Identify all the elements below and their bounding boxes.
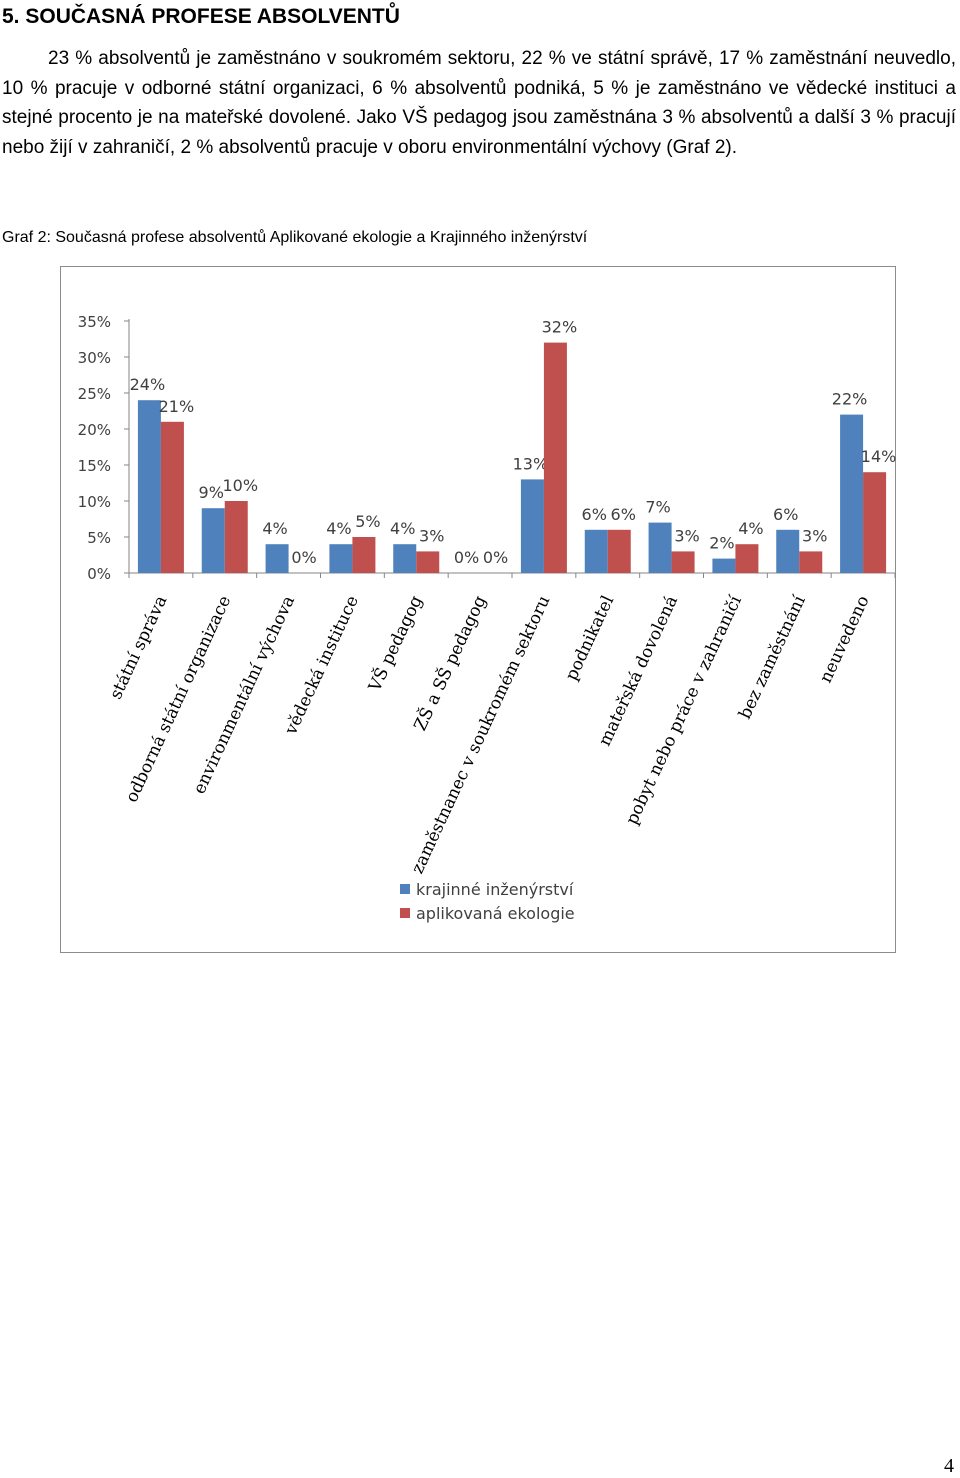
data-label: 6%: [582, 505, 607, 524]
data-label: 24%: [130, 375, 166, 394]
y-tick-label: 30%: [78, 349, 111, 367]
bar-aplikovana: [352, 537, 376, 573]
data-label: 4%: [326, 519, 351, 538]
data-label: 4%: [738, 519, 763, 538]
bar-aplikovana: [671, 551, 695, 573]
data-label: 5%: [355, 512, 380, 531]
data-label: 22%: [832, 390, 868, 409]
bar-aplikovana: [735, 544, 759, 573]
y-tick-label: 5%: [87, 529, 111, 547]
data-label: 4%: [262, 519, 287, 538]
bar-krajinne: [201, 508, 225, 573]
y-tick-label: 0%: [87, 565, 111, 583]
bar-aplikovana: [160, 421, 184, 573]
bar-aplikovana: [607, 529, 631, 573]
data-label: 0%: [483, 548, 508, 567]
bar-krajinne: [137, 400, 161, 573]
x-category-label: VŠ pedagog: [364, 592, 427, 695]
x-category-label: ZŠ a SŠ pedagog: [410, 592, 491, 734]
x-category-label: podnikatel: [562, 593, 619, 684]
data-label: 10%: [222, 476, 258, 495]
legend-label: krajinné inženýrství: [416, 880, 574, 899]
page-number: 4: [944, 1455, 954, 1477]
section-heading: 5. SOUČASNÁ PROFESE ABSOLVENTŮ: [2, 5, 400, 28]
bar-krajinne: [393, 544, 417, 573]
bar-aplikovana: [543, 342, 567, 573]
bar-krajinne: [712, 558, 736, 573]
bar-aplikovana: [863, 472, 887, 573]
data-label: 7%: [645, 498, 670, 517]
data-label: 3%: [802, 526, 827, 545]
data-label: 14%: [861, 447, 897, 466]
y-tick-label: 35%: [78, 313, 111, 331]
bar-krajinne: [329, 544, 353, 573]
data-label: 3%: [674, 526, 699, 545]
data-label: 6%: [773, 505, 798, 524]
x-category-label: pobyt nebo práce v zahraničí: [622, 592, 746, 828]
bar-krajinne: [648, 522, 672, 573]
legend-label: aplikovaná ekologie: [416, 904, 575, 923]
data-label: 4%: [390, 519, 415, 538]
data-label: 3%: [419, 526, 444, 545]
data-label: 6%: [611, 505, 636, 524]
x-category-label: zaměstnanec v soukromém sektoru: [408, 593, 555, 877]
x-category-label: bez zaměstnání: [735, 592, 810, 722]
bar-krajinne: [584, 529, 608, 573]
data-label: 9%: [199, 483, 224, 502]
chart-caption: Graf 2: Současná profese absolventů Apli…: [2, 229, 588, 246]
data-label: 2%: [709, 534, 734, 553]
body-paragraph: 23 % absolventů je zaměstnáno v soukromé…: [2, 48, 956, 158]
bar-chart: 0% 5% 10% 15% 20% 25% 30% 35% 24% 21% státní správ…: [78, 313, 897, 923]
data-label: 32%: [542, 318, 578, 337]
y-tick-label: 25%: [78, 385, 111, 403]
bar-aplikovana: [799, 551, 823, 573]
bar-krajinne: [265, 544, 289, 573]
y-tick-label: 10%: [78, 493, 111, 511]
bar-aplikovana: [224, 501, 248, 573]
bar-krajinne: [776, 529, 800, 573]
data-label: 21%: [159, 397, 195, 416]
bar-krajinne: [520, 479, 544, 573]
x-category-label: státní správa: [106, 593, 171, 703]
bar-krajinne: [840, 414, 864, 573]
y-tick-label: 20%: [78, 421, 111, 439]
x-category-label: neuvedeno: [816, 593, 874, 686]
legend-swatch: [400, 884, 410, 894]
data-label: 0%: [291, 548, 316, 567]
y-tick-label: 15%: [78, 457, 111, 475]
data-label: 13%: [513, 454, 549, 473]
x-category-label: vědecká instituce: [281, 593, 363, 739]
chart-frame: 0% 5% 10% 15% 20% 25% 30% 35% 24% 21% státní správ…: [60, 266, 896, 953]
data-label: 0%: [454, 548, 479, 567]
bar-aplikovana: [416, 551, 440, 573]
legend-swatch: [400, 908, 410, 918]
